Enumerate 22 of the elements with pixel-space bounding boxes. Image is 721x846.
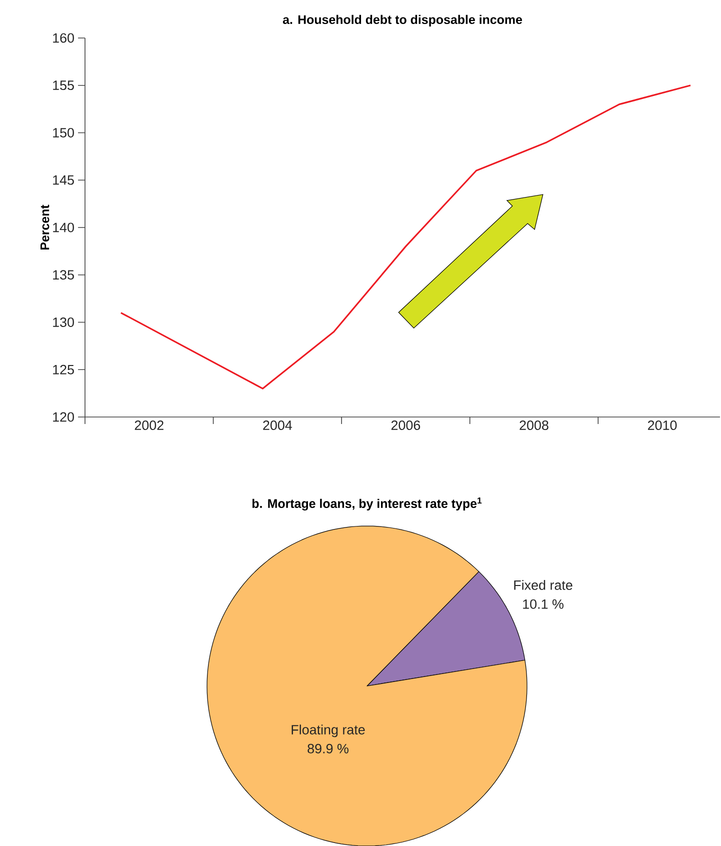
slice-label: Floating rate — [292, 724, 365, 738]
data-label: 89.9 % — [308, 744, 348, 754]
data-label: 10.1 % — [523, 599, 564, 609]
chart-title: a. Household debt to disposable income — [282, 14, 522, 26]
x-tick-label: 2008 — [520, 420, 548, 430]
y-tick-label: 125 — [53, 364, 74, 374]
y-tick-label: 150 — [53, 128, 74, 138]
y-tick-label: 130 — [53, 317, 74, 327]
y-tick-label: 160 — [53, 33, 74, 43]
y-tick-label: 140 — [53, 222, 74, 232]
y-tick-label: 135 — [53, 270, 74, 280]
x-tick-label: 2006 — [391, 420, 420, 430]
y-tick-label: 145 — [53, 175, 74, 185]
slice-label: Fixed rate — [514, 580, 572, 590]
y-tick-label: 120 — [53, 412, 74, 422]
y-tick-label: 155 — [53, 80, 74, 90]
x-tick-label: 2010 — [648, 420, 677, 430]
line-series — [120, 84, 692, 390]
chart-title: b. Mortage loans, by interest rate type$^{1}$ — [252, 498, 482, 510]
x-tick-label: 2002 — [134, 420, 164, 430]
x-tick-label: 2004 — [263, 420, 292, 430]
y-axis-title: Percent — [40, 204, 50, 250]
